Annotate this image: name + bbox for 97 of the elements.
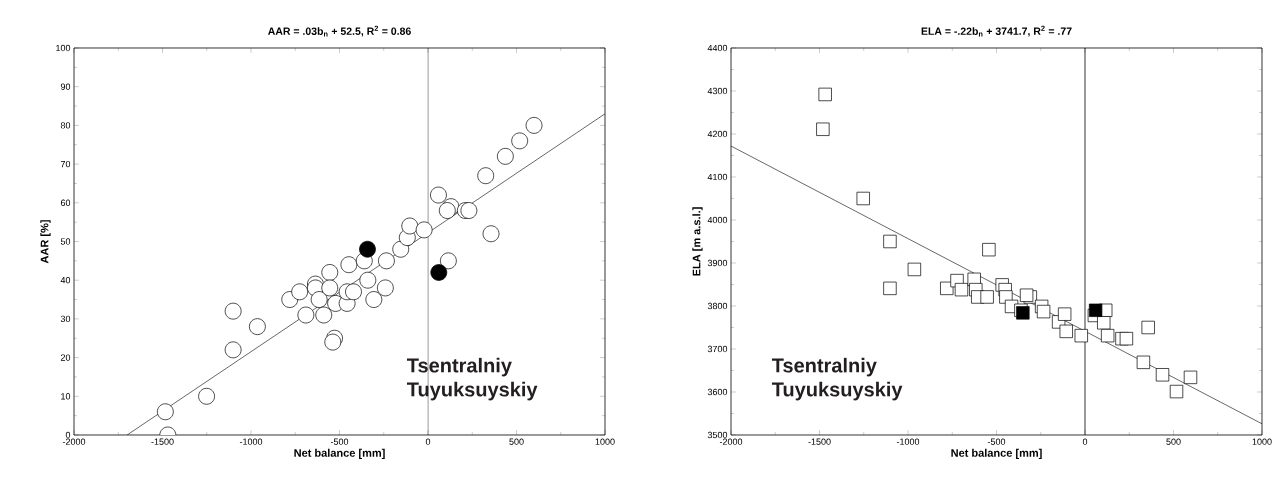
- x-tick-label: 0: [1082, 438, 1088, 445]
- point: [1136, 355, 1151, 369]
- y-tick-label: 50: [60, 238, 71, 245]
- point: [340, 256, 358, 274]
- point: [359, 240, 376, 258]
- point: [224, 341, 242, 359]
- point: [297, 306, 315, 324]
- point: [883, 281, 897, 296]
- point: [430, 264, 448, 281]
- point: [345, 283, 362, 301]
- x-tick-label: -1000: [239, 438, 263, 445]
- y-tick-label: 80: [60, 122, 71, 129]
- chart-title: AAR = .03b$_{n}$ + 52.5, R$^{2}$ = 0.86: [268, 25, 411, 37]
- point: [415, 221, 433, 239]
- x-tick-label: -2000: [719, 438, 743, 445]
- point: [1058, 307, 1072, 321]
- x-tick-label: -1000: [896, 438, 920, 445]
- point: [359, 271, 377, 289]
- point: [982, 243, 996, 257]
- x-tick-label: -1500: [151, 438, 174, 445]
- point: [1019, 288, 1034, 302]
- point: [365, 291, 383, 308]
- point: [1155, 368, 1170, 382]
- y-tick-label: 90: [60, 83, 71, 90]
- point: [1169, 384, 1184, 399]
- y-tick-label: 3500: [707, 431, 728, 439]
- point: [1183, 370, 1198, 385]
- y-axis-title: ELA [m a.s.l.]: [692, 207, 703, 276]
- x-tick-label: 0: [425, 438, 431, 445]
- point: [377, 279, 394, 297]
- y-tick-label: 70: [60, 160, 71, 168]
- point: [525, 117, 543, 134]
- x-tick-label: 500: [509, 438, 524, 445]
- point: [1036, 304, 1051, 319]
- chart-title: ELA = -.22b$_{n}$ + 3741.7, R$^{2}$ = .77: [921, 25, 1072, 37]
- x-tick-label: -1500: [808, 438, 831, 445]
- point: [430, 186, 447, 204]
- x-tick-label: -2000: [62, 438, 86, 445]
- x-axis-title: Net balance [mm]: [294, 448, 385, 459]
- point: [1119, 332, 1134, 346]
- point: [497, 148, 514, 165]
- point: [321, 264, 339, 281]
- x-tick-label: -500: [987, 438, 1006, 445]
- point: [511, 132, 529, 150]
- point: [954, 283, 969, 297]
- point: [460, 202, 478, 219]
- point: [883, 234, 897, 249]
- point: [378, 252, 395, 270]
- y-tick-label: 4000: [707, 216, 728, 224]
- x-axis-title: Net balance [mm]: [951, 448, 1042, 459]
- y-tick-label: 30: [60, 315, 71, 323]
- y-tick-label: 100: [56, 44, 71, 52]
- x-tick-label: 500: [1166, 438, 1181, 445]
- point: [856, 191, 870, 206]
- y-tick-label: 10: [61, 393, 71, 400]
- y-tick-label: 3600: [707, 388, 728, 396]
- point: [224, 302, 242, 320]
- annotation: Tsentralniy Tuyuksuyskiy: [771, 357, 903, 401]
- point: [477, 167, 495, 185]
- point: [157, 403, 174, 421]
- point: [440, 252, 457, 270]
- point: [1097, 316, 1111, 330]
- point: [198, 387, 215, 405]
- point: [315, 306, 333, 324]
- point: [291, 283, 309, 301]
- y-tick-label: 20: [60, 354, 71, 361]
- point: [249, 318, 266, 335]
- point: [310, 291, 328, 308]
- x-tick-label: -500: [330, 438, 349, 445]
- y-tick-label: 4400: [707, 44, 728, 52]
- point: [401, 217, 419, 235]
- point: [1141, 320, 1155, 335]
- annotation: Tsentralniy Tuyuksuyskiy: [406, 357, 538, 401]
- point: [816, 122, 830, 136]
- point: [1101, 329, 1115, 343]
- x-tick-label: 1000: [1252, 438, 1272, 445]
- point: [980, 290, 994, 304]
- point: [438, 202, 456, 219]
- y-tick-label: 3700: [707, 345, 728, 353]
- y-tick-label: 4300: [707, 87, 728, 95]
- y-axis-title: AAR [%]: [40, 220, 51, 264]
- y-tick-label: 4100: [707, 173, 728, 181]
- y-tick-label: 4200: [707, 130, 728, 138]
- y-tick-label: 40: [60, 277, 71, 284]
- x-tick-label: 1000: [595, 438, 615, 445]
- point: [321, 279, 339, 297]
- point: [907, 262, 922, 277]
- point: [1059, 324, 1073, 339]
- point: [482, 225, 500, 243]
- point: [1074, 329, 1088, 343]
- y-tick-label: 0: [65, 431, 71, 439]
- y-tick-label: 3900: [707, 259, 728, 267]
- point: [818, 87, 832, 102]
- y-tick-label: 60: [60, 199, 71, 206]
- y-tick-label: 3800: [707, 302, 728, 310]
- point: [324, 333, 342, 351]
- point: [1088, 303, 1103, 317]
